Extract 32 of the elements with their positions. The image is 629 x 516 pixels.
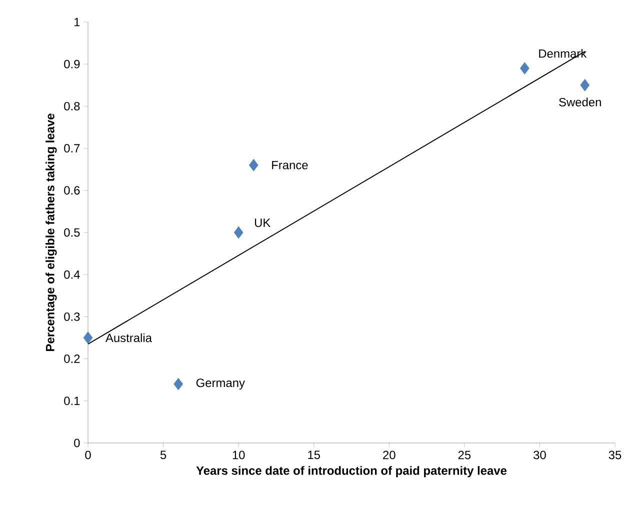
x-tick-label: 25 (458, 450, 471, 460)
point (174, 378, 184, 390)
y-tick-label: 0.8 (64, 102, 80, 110)
y-tick-label: 0.3 (64, 312, 80, 321)
y-axis-title: Percentage of eligible fathers taking leave (46, 114, 57, 351)
x-tick-label: 20 (383, 450, 396, 460)
point (248, 158, 258, 172)
y-tick-label: 0.1 (64, 396, 80, 406)
y-tick-label: 0.9 (64, 60, 80, 68)
x-tick-label: 0 (85, 450, 91, 460)
annotation: Germany (196, 378, 245, 390)
annotation: France (272, 160, 308, 170)
annotation: Sweden (559, 98, 601, 106)
x-tick-label: 5 (160, 450, 166, 460)
y-tick-label: 0.5 (64, 228, 80, 237)
point (83, 332, 93, 344)
x-tick-label: 30 (534, 450, 546, 460)
y-tick-label: 0.4 (64, 270, 80, 279)
annotation: Australia (105, 333, 152, 342)
x-tick-label: 15 (308, 450, 320, 460)
y-tick-label: 0.6 (64, 186, 80, 195)
x-tick-label: 35 (608, 450, 622, 460)
y-tick-label: 0.2 (64, 354, 80, 364)
point (234, 226, 244, 239)
x-tick-label: 10 (232, 450, 245, 460)
point (520, 62, 530, 74)
y-tick-label: 0 (74, 438, 80, 448)
annotation: UK (254, 218, 271, 227)
point (580, 78, 590, 92)
y-tick-label: 1 (74, 18, 80, 26)
y-tick-label: 0.7 (64, 144, 80, 153)
x-axis-title: Years since date of introduction of paid paternity leave (196, 466, 507, 478)
